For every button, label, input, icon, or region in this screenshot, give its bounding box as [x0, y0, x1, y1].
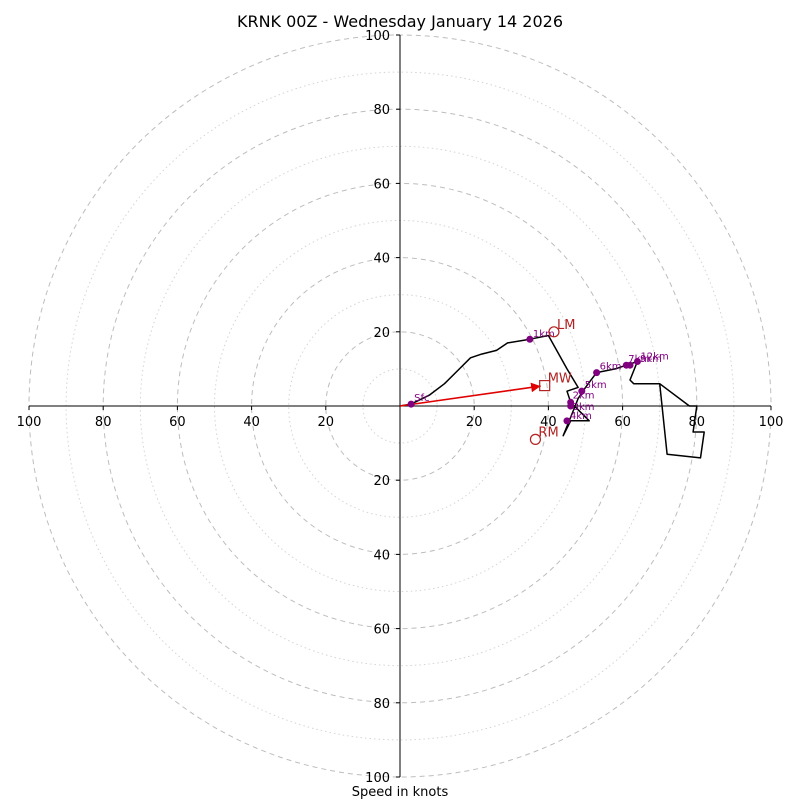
height-points: Sfc1km2km3km4km5km6km7km9km12km	[407, 329, 669, 425]
height-point	[593, 369, 601, 377]
height-point-label: 1km	[533, 329, 555, 340]
storm-motion-markers: LM RM MW	[529, 318, 575, 445]
x-tick-label: 80	[689, 415, 706, 430]
x-tick-label: 20	[318, 415, 335, 430]
tick-labels: 100 80 60 40 20 20 40 60 80 100 100 80 60 40 20 20 40 60 8…	[17, 29, 784, 786]
height-point-label: 6km	[600, 362, 622, 373]
height-point-label: 2km	[573, 390, 595, 401]
storm-motion-label: RM	[538, 425, 558, 440]
y-tick-label: 60	[373, 177, 390, 192]
x-tick-label: 60	[169, 415, 186, 430]
chart-title: KRNK 00Z - Wednesday January 14 2026	[237, 12, 563, 31]
storm-motion-marker	[529, 433, 542, 445]
x-tick-label: 40	[540, 415, 557, 430]
height-point	[407, 400, 415, 408]
height-point	[563, 417, 571, 425]
mean-wind-arrow-group	[399, 382, 541, 407]
x-tick-label: 60	[614, 415, 631, 430]
height-point	[567, 402, 575, 410]
x-axis-label: Speed in knots	[352, 785, 449, 800]
mean-wind-arrow	[399, 382, 541, 407]
x-tick-label: 100	[17, 415, 42, 430]
y-tick-label: 20	[373, 326, 390, 341]
x-tick-label: 40	[243, 415, 260, 430]
height-point	[578, 387, 586, 395]
x-tick-label: 20	[466, 415, 483, 430]
y-tick-label: 20	[373, 474, 390, 489]
height-point	[633, 357, 641, 365]
storm-motion-marker	[548, 326, 560, 338]
y-tick-label: 40	[373, 548, 390, 563]
height-point-label: 9km	[640, 354, 662, 365]
y-tick-label: 100	[365, 29, 390, 44]
height-point-label: 3km	[573, 402, 595, 413]
y-tick-label: 80	[373, 103, 390, 118]
height-point-label: 4km	[570, 411, 592, 422]
height-point	[526, 335, 534, 343]
mean-wind-marker	[539, 379, 551, 392]
hodograph-trace-group	[399, 334, 705, 459]
y-tick-label: 40	[373, 252, 390, 267]
height-point-label: 5km	[585, 380, 607, 391]
y-tick-label: 60	[373, 623, 390, 638]
storm-motion-label: MW	[548, 372, 572, 387]
x-tick-label: 80	[95, 415, 112, 430]
height-point-label: Sfc	[414, 393, 429, 404]
x-tick-label: 100	[759, 415, 784, 430]
storm-motion-label: LM	[557, 318, 575, 333]
y-tick-label: 100	[365, 771, 390, 786]
y-tick-label: 80	[373, 697, 390, 712]
height-point	[626, 361, 634, 369]
height-point-label: 12km	[640, 351, 668, 362]
hodograph-line	[399, 334, 705, 459]
